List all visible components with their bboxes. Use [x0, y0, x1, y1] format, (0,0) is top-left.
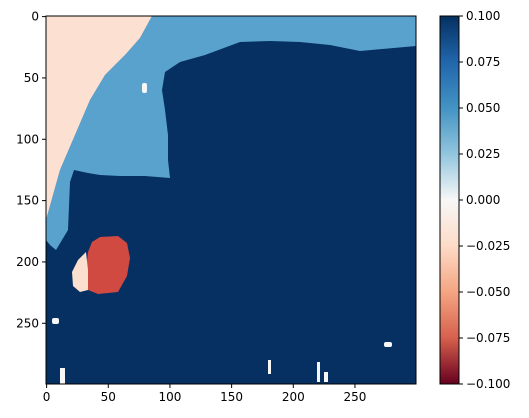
- heatmap-speck: [142, 83, 147, 93]
- colorbar-tick-label: −0.050: [466, 285, 510, 299]
- heatmap-speck: [268, 360, 271, 374]
- x-tick-label: 0: [43, 390, 51, 404]
- x-tick-label: 250: [343, 390, 366, 404]
- x-tick-label: 50: [101, 390, 116, 404]
- heatmap: [46, 16, 416, 384]
- y-tick-label: 0: [31, 10, 39, 24]
- colorbar-tick-label: 0.025: [466, 147, 500, 161]
- x-tick-label: 150: [220, 390, 243, 404]
- y-tick-label: 50: [24, 71, 39, 85]
- x-tick-label: 100: [158, 390, 181, 404]
- heatmap-speck: [60, 368, 65, 384]
- y-tick-label: 250: [16, 316, 39, 330]
- colorbar-tick-label: −0.100: [466, 377, 510, 391]
- colorbar-tick-label: −0.025: [466, 239, 510, 253]
- colorbar-tick-label: 0.000: [466, 193, 500, 207]
- y-tick-label: 200: [16, 255, 39, 269]
- y-axis: 0 50 100 150 200 250: [16, 10, 46, 330]
- x-axis: 0 50 100 150 200 250: [43, 384, 366, 404]
- colorbar-tick-label: 0.100: [466, 9, 500, 23]
- heatmap-speck: [324, 372, 328, 382]
- y-tick-label: 100: [16, 132, 39, 146]
- plot-frame: [45, 15, 417, 385]
- y-tick-label: 150: [16, 194, 39, 208]
- colorbar-tick-label: 0.050: [466, 101, 500, 115]
- colorbar-tick-label: −0.075: [466, 331, 510, 345]
- colorbar-tick-label: 0.075: [466, 55, 500, 69]
- colorbar: [439, 15, 460, 385]
- colorbar-axis: 0.100 0.075 0.050 0.025 0.000 −0.025 −0.050 −0.…: [459, 9, 510, 391]
- heatmap-speck: [52, 318, 59, 324]
- x-tick-label: 200: [282, 390, 305, 404]
- heatmap-region-dark-red-blob: [86, 236, 130, 294]
- heatmap-region-light-blue: [46, 16, 416, 250]
- heatmap-region-light-blob: [72, 252, 88, 292]
- heatmap-speck: [317, 362, 320, 382]
- heatmap-speck: [384, 342, 392, 347]
- heatmap-region-light-salmon: [46, 16, 152, 220]
